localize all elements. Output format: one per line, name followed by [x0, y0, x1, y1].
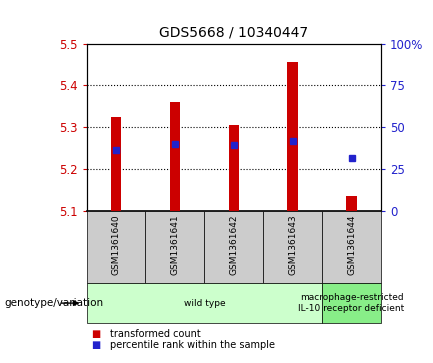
- Bar: [87, 283, 322, 323]
- Bar: [145, 211, 204, 283]
- Text: transformed count: transformed count: [110, 329, 201, 339]
- Text: GSM1361642: GSM1361642: [229, 214, 238, 275]
- Bar: [322, 283, 381, 323]
- Text: ■: ■: [91, 340, 100, 350]
- Bar: [229, 125, 239, 211]
- Bar: [288, 62, 298, 211]
- Bar: [204, 211, 263, 283]
- Text: GSM1361643: GSM1361643: [288, 214, 297, 275]
- Bar: [346, 196, 357, 211]
- Text: GSM1361644: GSM1361644: [347, 214, 356, 275]
- Text: GSM1361641: GSM1361641: [171, 214, 179, 275]
- Text: genotype/variation: genotype/variation: [4, 298, 103, 308]
- Text: wild type: wild type: [184, 299, 225, 307]
- Text: percentile rank within the sample: percentile rank within the sample: [110, 340, 275, 350]
- Bar: [322, 211, 381, 283]
- Bar: [263, 211, 322, 283]
- Text: macrophage-restricted
IL-10 receptor deficient: macrophage-restricted IL-10 receptor def…: [298, 293, 405, 313]
- Text: GSM1361640: GSM1361640: [112, 214, 120, 275]
- Title: GDS5668 / 10340447: GDS5668 / 10340447: [159, 26, 308, 40]
- Bar: [170, 102, 180, 211]
- Text: ■: ■: [91, 329, 100, 339]
- Bar: [87, 211, 145, 283]
- Bar: [111, 117, 121, 211]
